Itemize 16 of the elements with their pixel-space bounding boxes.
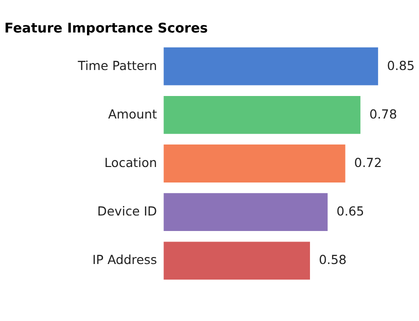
data-label: 0.72 bbox=[354, 155, 382, 170]
data-label: 0.65 bbox=[336, 204, 364, 219]
bar bbox=[164, 47, 378, 86]
y-tick-label: Device ID bbox=[97, 204, 158, 219]
y-tick-label: Location bbox=[104, 155, 158, 170]
bar bbox=[164, 193, 328, 232]
data-label: 0.85 bbox=[386, 58, 415, 73]
data-label: 0.58 bbox=[318, 252, 347, 268]
data-label: 0.78 bbox=[369, 106, 398, 122]
y-tick-label: Amount bbox=[108, 106, 158, 122]
bar bbox=[164, 144, 346, 182]
y-tick-label: IP Address bbox=[92, 252, 158, 268]
y-tick-label: Time Pattern bbox=[76, 58, 158, 73]
bar bbox=[164, 96, 360, 134]
chart-title: Feature Importance Scores bbox=[4, 22, 208, 37]
bar bbox=[164, 242, 310, 280]
